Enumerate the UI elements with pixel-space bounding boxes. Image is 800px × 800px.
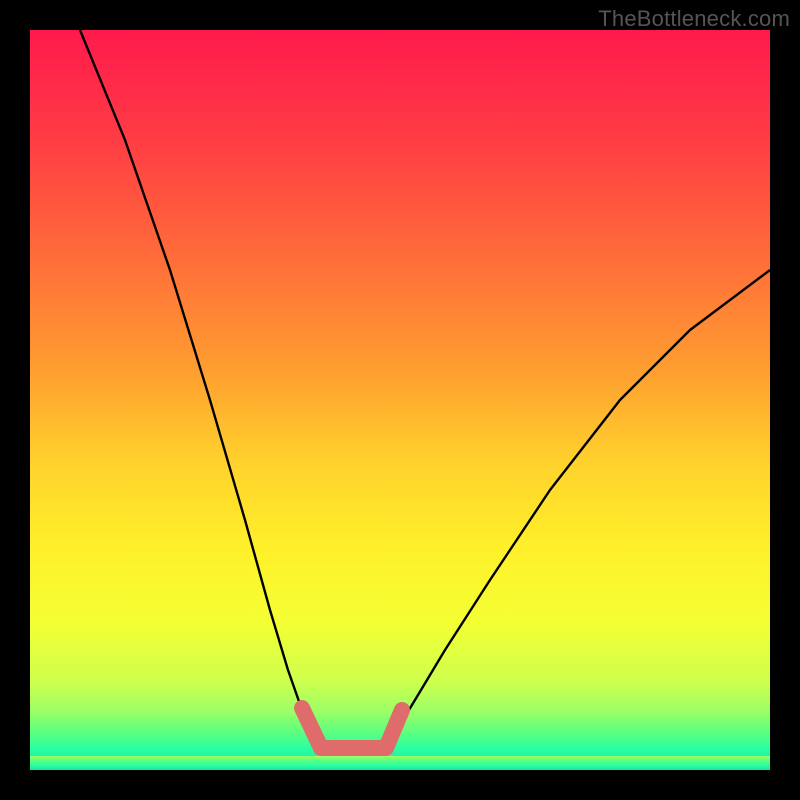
plot-svg — [30, 30, 770, 770]
watermark-label: TheBottleneck.com — [598, 6, 790, 32]
bottom-green-band — [30, 756, 770, 770]
gradient-background — [30, 30, 770, 770]
stage: TheBottleneck.com — [0, 0, 800, 800]
plot-area — [30, 30, 770, 770]
